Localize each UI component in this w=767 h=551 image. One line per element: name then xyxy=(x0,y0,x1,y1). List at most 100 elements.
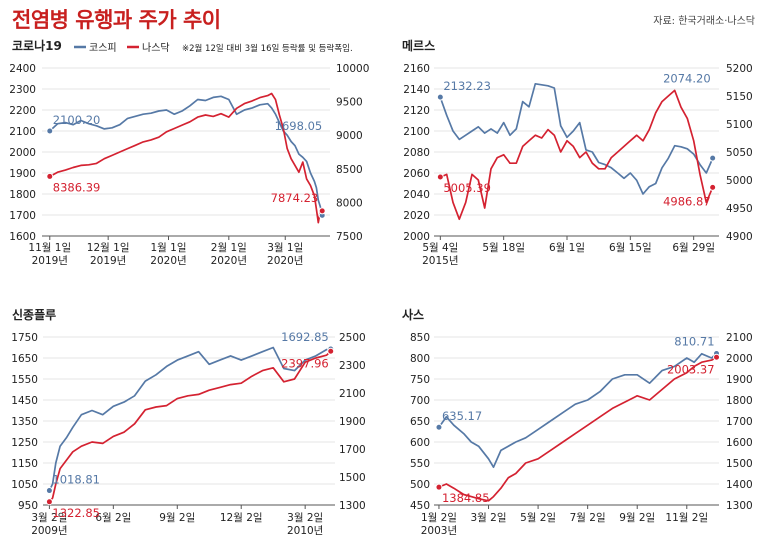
data-label-kospi: 1698.05 xyxy=(275,119,323,133)
x-tick-label: 12월 2일 xyxy=(220,511,263,524)
data-label-nasdaq: 8386.39 xyxy=(53,180,101,194)
left-tick-label: 2080 xyxy=(403,147,430,159)
data-label-kospi: 1018.81 xyxy=(52,473,100,487)
chart-covid: 코로나19 1600 1700 1800 1900 2000 2100 2200 2300 240… xyxy=(9,38,369,267)
left-tick-label: 1900 xyxy=(9,168,36,180)
data-point-marker xyxy=(327,347,335,355)
data-label-kospi: 635.17 xyxy=(442,409,482,423)
chart-mers: 메르스 2000 2020 2040 2060 2080 2100 2120 2140 2160 4… xyxy=(402,38,753,267)
right-tick-label: 10000 xyxy=(336,63,369,75)
left-tick-label: 750 xyxy=(410,374,430,386)
data-label-nasdaq: 5005.39 xyxy=(443,181,491,195)
left-tick-label: 2020 xyxy=(403,210,430,222)
x-tick-label: 11월 1일 xyxy=(28,241,71,254)
x-tick-label: 2월 1일 xyxy=(211,241,247,254)
data-point-marker xyxy=(435,423,443,431)
right-tick-label: 4950 xyxy=(726,203,753,215)
data-point-marker xyxy=(709,154,717,162)
data-point-marker xyxy=(436,93,444,101)
left-tick-label: 2400 xyxy=(9,63,36,75)
x-tick-year: 2020년 xyxy=(211,255,247,267)
right-tick-label: 1900 xyxy=(726,374,753,386)
legend-nasdaq-label: 나스닥 xyxy=(142,42,170,54)
right-tick-label: 1800 xyxy=(726,395,753,407)
series-line-kospi xyxy=(48,346,331,491)
right-tick-label: 8000 xyxy=(336,197,363,209)
data-label-kospi: 2100.20 xyxy=(53,113,101,127)
x-tick-label: 5월 4일 xyxy=(422,241,458,254)
data-point-marker xyxy=(709,183,717,191)
left-tick-label: 1650 xyxy=(11,353,38,365)
data-point-marker xyxy=(45,498,53,506)
x-tick-label: 11월 2일 xyxy=(665,511,708,524)
left-tick-label: 800 xyxy=(410,353,430,365)
legend-note: ※2월 12일 대비 3월 16일 등락률 및 등락폭임. xyxy=(182,43,353,54)
left-tick-label: 1800 xyxy=(9,189,36,201)
left-tick-label: 2060 xyxy=(403,168,430,180)
chart-title: 코로나19 xyxy=(12,38,62,53)
right-tick-label: 1900 xyxy=(339,416,366,428)
right-tick-label: 2300 xyxy=(339,360,366,372)
x-tick-label: 6월 2일 xyxy=(95,511,131,524)
data-point-marker xyxy=(713,353,721,361)
left-tick-label: 700 xyxy=(410,395,430,407)
right-tick-label: 2100 xyxy=(339,388,366,400)
x-tick-label: 3월 2일 xyxy=(287,511,323,524)
chart-title: 사스 xyxy=(402,307,424,322)
right-tick-label: 1300 xyxy=(726,500,753,512)
x-tick-label: 3월 2일 xyxy=(31,511,67,524)
left-tick-label: 1750 xyxy=(11,332,38,344)
x-tick-label: 5월 18일 xyxy=(482,241,525,254)
left-tick-label: 1550 xyxy=(11,374,38,386)
right-tick-label: 5000 xyxy=(726,175,753,187)
series-line-nasdaq xyxy=(438,356,717,502)
x-tick-label: 12월 1일 xyxy=(87,241,130,254)
x-tick-year: 2015년 xyxy=(422,255,458,267)
right-tick-label: 1700 xyxy=(726,416,753,428)
right-tick-label: 8500 xyxy=(336,164,363,176)
data-point-marker xyxy=(435,483,443,491)
series-line-kospi xyxy=(438,352,718,469)
right-tick-label: 1500 xyxy=(726,458,753,470)
left-tick-label: 2040 xyxy=(403,189,430,201)
data-label-kospi: 2132.23 xyxy=(443,79,491,93)
source-note: 자료: 한국거래소·나스닥 xyxy=(653,16,755,27)
chart-title: 메르스 xyxy=(402,38,435,53)
x-tick-label: 6월 29일 xyxy=(672,241,715,254)
right-tick-label: 5050 xyxy=(726,147,753,159)
x-tick-year: 2010년 xyxy=(287,525,323,537)
left-tick-label: 850 xyxy=(410,332,430,344)
right-tick-label: 9500 xyxy=(336,97,363,109)
left-tick-label: 1050 xyxy=(11,479,38,491)
data-label-nasdaq: 1322.85 xyxy=(52,506,100,520)
data-label-nasdaq: 1384.85 xyxy=(442,491,490,505)
chart-title: 신종플루 xyxy=(12,307,56,322)
right-tick-label: 1400 xyxy=(726,479,753,491)
right-tick-label: 7500 xyxy=(336,231,363,243)
data-label-nasdaq: 2397.96 xyxy=(281,356,329,370)
right-tick-label: 1700 xyxy=(339,444,366,456)
series-line-nasdaq xyxy=(48,350,332,503)
data-point-marker xyxy=(318,207,326,215)
left-tick-label: 1150 xyxy=(11,458,38,470)
right-tick-label: 2100 xyxy=(726,332,753,344)
right-tick-label: 9000 xyxy=(336,130,363,142)
right-tick-label: 1300 xyxy=(339,500,366,512)
data-point-marker xyxy=(45,487,53,495)
left-tick-label: 2100 xyxy=(403,126,430,138)
chart-sars: 사스 450 500 550 600 650 700 750 800 850 1300 1400 150… xyxy=(402,307,753,537)
left-tick-label: 2160 xyxy=(403,63,430,75)
data-label-nasdaq: 2003.37 xyxy=(667,362,715,376)
left-tick-label: 2200 xyxy=(9,105,36,117)
right-tick-label: 5150 xyxy=(726,91,753,103)
x-tick-label: 3월 2일 xyxy=(471,511,507,524)
left-tick-label: 2300 xyxy=(9,84,36,96)
data-point-marker xyxy=(46,172,54,180)
x-tick-label: 5월 2일 xyxy=(520,511,556,524)
left-tick-label: 2140 xyxy=(403,84,430,96)
right-tick-label: 1600 xyxy=(726,437,753,449)
left-tick-label: 950 xyxy=(18,500,38,512)
x-tick-year: 2003년 xyxy=(421,525,457,537)
series-line-nasdaq xyxy=(439,89,714,221)
x-tick-label: 9월 2일 xyxy=(619,511,655,524)
